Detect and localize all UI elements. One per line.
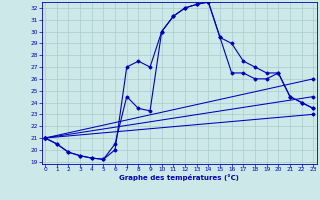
X-axis label: Graphe des températures (°C): Graphe des températures (°C) — [119, 174, 239, 181]
